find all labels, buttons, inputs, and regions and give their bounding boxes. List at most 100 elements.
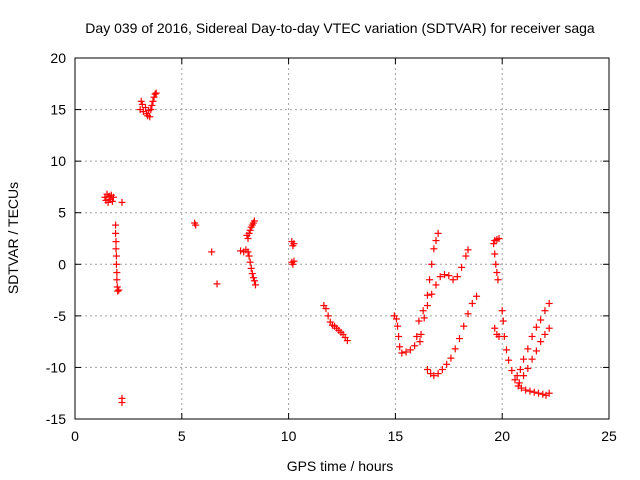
data-point xyxy=(460,322,468,330)
data-point xyxy=(490,240,498,248)
data-point xyxy=(494,276,502,284)
data-point xyxy=(491,250,499,258)
data-point xyxy=(423,365,431,373)
data-point xyxy=(436,273,444,281)
data-point xyxy=(434,370,442,378)
data-point xyxy=(112,245,120,253)
data-point xyxy=(416,338,424,346)
data-point xyxy=(537,316,545,324)
data-point xyxy=(458,263,466,271)
y-tick-label: 20 xyxy=(50,50,66,66)
data-point xyxy=(430,245,438,253)
data-point xyxy=(451,345,459,353)
data-point xyxy=(246,226,254,234)
data-point xyxy=(545,299,553,307)
data-point xyxy=(499,317,507,325)
data-point xyxy=(524,345,532,353)
data-points xyxy=(101,89,553,406)
data-point xyxy=(148,101,156,109)
data-point xyxy=(535,389,543,397)
data-point xyxy=(455,335,463,343)
data-point xyxy=(138,100,146,108)
x-axis-label: GPS time / hours xyxy=(287,458,394,474)
data-point xyxy=(192,221,200,229)
data-point xyxy=(491,324,499,332)
data-point xyxy=(464,246,472,254)
data-point xyxy=(508,367,516,375)
data-point xyxy=(109,193,117,201)
data-point xyxy=(137,97,145,105)
data-point xyxy=(430,372,438,380)
data-point xyxy=(289,260,297,268)
data-point xyxy=(513,372,521,380)
data-point xyxy=(432,237,440,245)
data-point xyxy=(402,348,410,356)
data-point xyxy=(251,281,259,289)
axis-ticks: 0 5 10 15 20 25 -15 -10 -5 0 5 10 15 20 xyxy=(46,50,617,444)
data-point xyxy=(213,280,221,288)
data-point xyxy=(244,235,252,242)
data-point xyxy=(438,365,446,373)
data-point xyxy=(322,305,330,313)
x-tick-label: 10 xyxy=(281,428,297,444)
data-point xyxy=(248,270,256,278)
data-point xyxy=(114,287,122,295)
y-tick-label: 15 xyxy=(50,102,66,118)
y-axis-label: SDTVAR / TECUs xyxy=(5,182,21,294)
data-point xyxy=(151,90,159,98)
y-tick-label: 10 xyxy=(50,153,66,169)
data-point xyxy=(532,323,540,331)
data-point xyxy=(453,273,461,281)
data-point xyxy=(208,248,216,256)
data-point xyxy=(411,342,419,350)
data-point xyxy=(539,390,547,398)
data-point xyxy=(502,346,510,354)
y-tick-label: -15 xyxy=(46,411,66,427)
data-point xyxy=(495,235,503,242)
data-point xyxy=(112,260,120,268)
data-point xyxy=(492,260,500,268)
data-point xyxy=(290,257,298,265)
data-point xyxy=(520,372,528,380)
data-point xyxy=(413,332,421,340)
data-point xyxy=(246,258,254,266)
data-point xyxy=(505,356,513,364)
data-point xyxy=(108,197,116,205)
data-point xyxy=(423,291,431,299)
data-point xyxy=(517,384,525,392)
data-point xyxy=(500,332,508,340)
data-point xyxy=(237,247,245,255)
data-point xyxy=(392,315,400,323)
data-point xyxy=(419,307,427,315)
data-point xyxy=(115,286,123,294)
data-point xyxy=(112,229,120,237)
data-point xyxy=(515,379,523,387)
data-point xyxy=(406,346,414,354)
data-point xyxy=(245,229,253,237)
x-tick-label: 20 xyxy=(494,428,510,444)
data-point xyxy=(545,389,553,397)
data-point xyxy=(524,364,532,372)
data-point xyxy=(428,260,436,268)
data-point xyxy=(244,248,252,256)
data-point xyxy=(343,337,351,345)
data-point xyxy=(152,89,160,97)
y-tick-label: -5 xyxy=(54,308,67,324)
data-point xyxy=(423,302,431,310)
data-point xyxy=(447,354,455,362)
data-point xyxy=(541,307,549,315)
data-point xyxy=(541,330,549,338)
data-point xyxy=(545,324,553,332)
data-point xyxy=(511,376,519,384)
y-tick-label: 5 xyxy=(58,205,66,221)
data-point xyxy=(443,360,451,368)
data-point xyxy=(112,238,120,246)
y-tick-label: -10 xyxy=(46,359,66,375)
data-point xyxy=(118,198,126,206)
data-point xyxy=(426,276,434,284)
data-point xyxy=(528,355,536,363)
data-point xyxy=(445,272,453,280)
x-tick-label: 25 xyxy=(601,428,617,444)
